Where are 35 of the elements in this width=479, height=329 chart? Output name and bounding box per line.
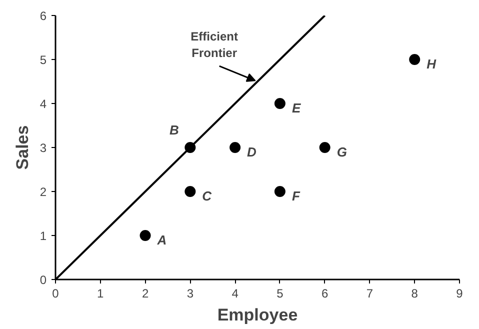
point bbox=[409, 54, 420, 65]
x-tick-label: 3 bbox=[186, 286, 194, 300]
point bbox=[140, 230, 151, 241]
point bbox=[230, 142, 241, 153]
y-tick-label: 2 bbox=[40, 185, 47, 199]
y-tick-label: 4 bbox=[40, 97, 47, 111]
x-tick-label: 1 bbox=[97, 286, 104, 300]
annotation: D bbox=[247, 144, 258, 160]
x-axis-title: Employee bbox=[217, 306, 298, 324]
x-tick-label: 4 bbox=[232, 286, 239, 300]
annotation: F bbox=[292, 188, 301, 204]
x-tick-label: 5 bbox=[276, 286, 284, 300]
annotation: G bbox=[336, 144, 347, 160]
annotation: E bbox=[292, 100, 301, 116]
y-tick-label: 5 bbox=[40, 53, 47, 67]
annotation: Efficient Frontier bbox=[190, 29, 238, 60]
annotation: C bbox=[202, 188, 212, 204]
y-tick-label: 0 bbox=[40, 273, 47, 287]
annotation: B bbox=[169, 122, 179, 138]
point bbox=[184, 186, 196, 197]
annotation: H bbox=[426, 56, 437, 72]
y-axis-title: Sales bbox=[12, 125, 32, 170]
y-tick-label: 1 bbox=[40, 229, 47, 243]
x-tick-label: 7 bbox=[366, 286, 374, 300]
y-tick-label: 3 bbox=[40, 141, 47, 155]
x-tick-label: 6 bbox=[321, 286, 328, 300]
y-tick-label: 6 bbox=[40, 9, 47, 23]
x-tick-label: 8 bbox=[411, 286, 418, 300]
x-tick-label: 9 bbox=[456, 286, 464, 300]
point bbox=[319, 142, 330, 153]
annotation: A bbox=[156, 232, 167, 248]
x-tick-label: 2 bbox=[142, 286, 149, 300]
point bbox=[274, 98, 286, 109]
x-tick-label: 0 bbox=[52, 286, 60, 300]
point bbox=[274, 186, 286, 197]
